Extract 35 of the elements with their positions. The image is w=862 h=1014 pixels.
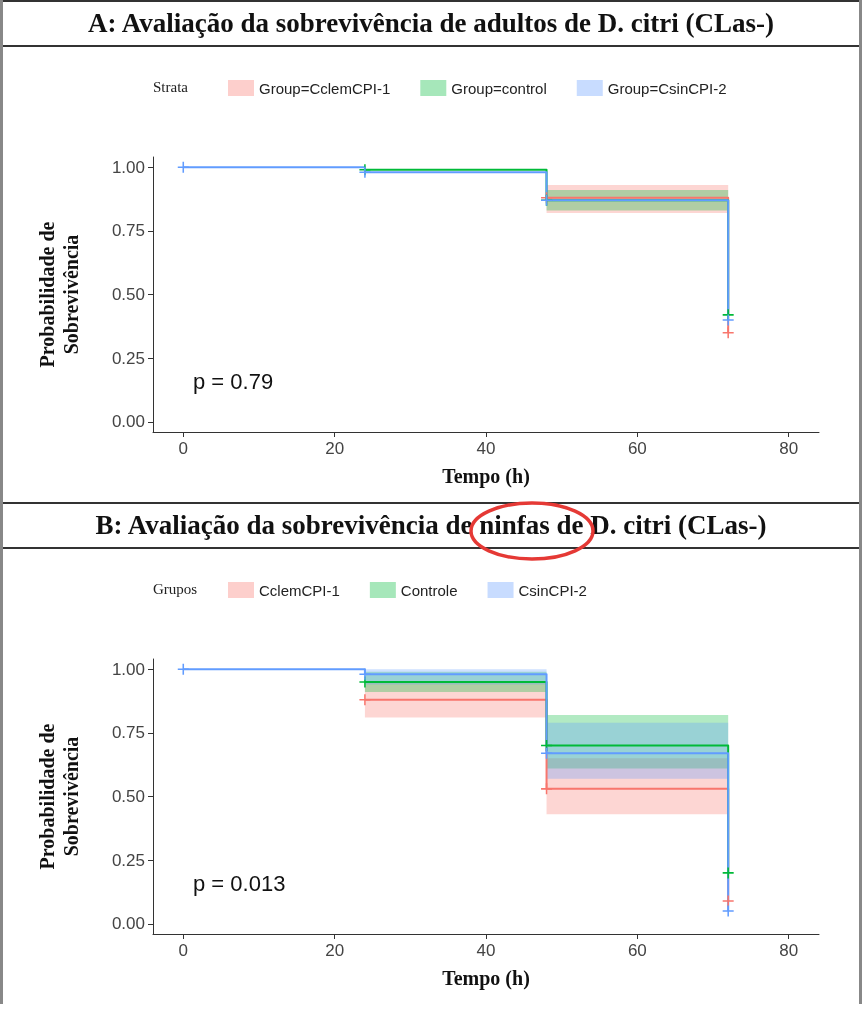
y-tick-label: 1.00	[111, 157, 145, 177]
x-tick-label: 40	[476, 439, 496, 458]
annotation: p = 0.79	[193, 368, 274, 394]
y-tick-label: 0.75	[111, 723, 145, 743]
legend-label: CclemCPI-1	[259, 581, 340, 599]
x-tick-label: 80	[779, 439, 799, 458]
y-axis-title: Probabilidade de Sobrevivência	[36, 723, 82, 870]
x-tick-label: 40	[476, 941, 496, 960]
annotation: p = 0.013	[193, 870, 286, 896]
legend-label: Group=CsinCPI-2	[607, 79, 727, 97]
y-tick-label: 0.75	[111, 221, 145, 241]
x-tick-label: 60	[627, 439, 647, 458]
x-tick-label: 80	[779, 941, 799, 960]
legend-label: Group=control	[451, 79, 547, 97]
y-tick-label: 1.00	[111, 659, 145, 679]
legend-title: Strata	[153, 78, 189, 95]
legend-label: Controle	[400, 581, 458, 599]
x-axis-title: Tempo (h)	[442, 967, 530, 990]
x-tick-label: 60	[627, 941, 647, 960]
y-tick-label: 0.25	[111, 348, 145, 368]
y-tick-label: 0.00	[111, 412, 145, 432]
legend-label: CsinCPI-2	[518, 581, 587, 599]
y-tick-label: 0.25	[111, 850, 145, 870]
y-tick-label: 0.50	[111, 285, 145, 304]
x-tick-label: 20	[325, 941, 345, 960]
x-axis-title: Tempo (h)	[442, 465, 530, 488]
y-axis-title: Probabilidade de Sobrevivência	[36, 221, 82, 368]
x-tick-label: 0	[178, 439, 189, 458]
legend-title: Grupos	[153, 580, 198, 597]
x-tick-label: 0	[178, 941, 189, 960]
legend-label: Group=CclemCPI-1	[259, 79, 391, 97]
y-tick-label: 0.00	[111, 914, 145, 934]
y-tick-label: 0.50	[111, 787, 145, 806]
chart-title: A: Avaliação da sobrevivência de adultos de D. citri (CLas-)	[3, 0, 859, 47]
x-tick-label: 20	[325, 439, 345, 458]
